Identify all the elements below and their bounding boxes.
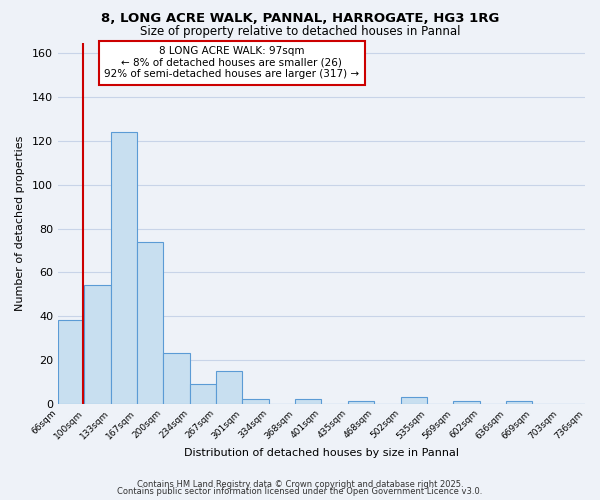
Bar: [84, 286, 110, 404]
Bar: [453, 402, 479, 404]
Bar: [216, 371, 242, 404]
Bar: [58, 320, 84, 404]
Bar: [242, 399, 269, 404]
Bar: [401, 397, 427, 404]
Bar: [190, 384, 216, 404]
Bar: [295, 399, 322, 404]
X-axis label: Distribution of detached houses by size in Pannal: Distribution of detached houses by size …: [184, 448, 459, 458]
Bar: [137, 242, 163, 404]
Bar: [506, 402, 532, 404]
Text: Size of property relative to detached houses in Pannal: Size of property relative to detached ho…: [140, 25, 460, 38]
Text: Contains HM Land Registry data © Crown copyright and database right 2025.: Contains HM Land Registry data © Crown c…: [137, 480, 463, 489]
Text: Contains public sector information licensed under the Open Government Licence v3: Contains public sector information licen…: [118, 488, 482, 496]
Bar: [348, 402, 374, 404]
Bar: [110, 132, 137, 404]
Bar: [163, 354, 190, 404]
Text: 8 LONG ACRE WALK: 97sqm
← 8% of detached houses are smaller (26)
92% of semi-det: 8 LONG ACRE WALK: 97sqm ← 8% of detached…: [104, 46, 359, 80]
Text: 8, LONG ACRE WALK, PANNAL, HARROGATE, HG3 1RG: 8, LONG ACRE WALK, PANNAL, HARROGATE, HG…: [101, 12, 499, 26]
Y-axis label: Number of detached properties: Number of detached properties: [15, 136, 25, 310]
